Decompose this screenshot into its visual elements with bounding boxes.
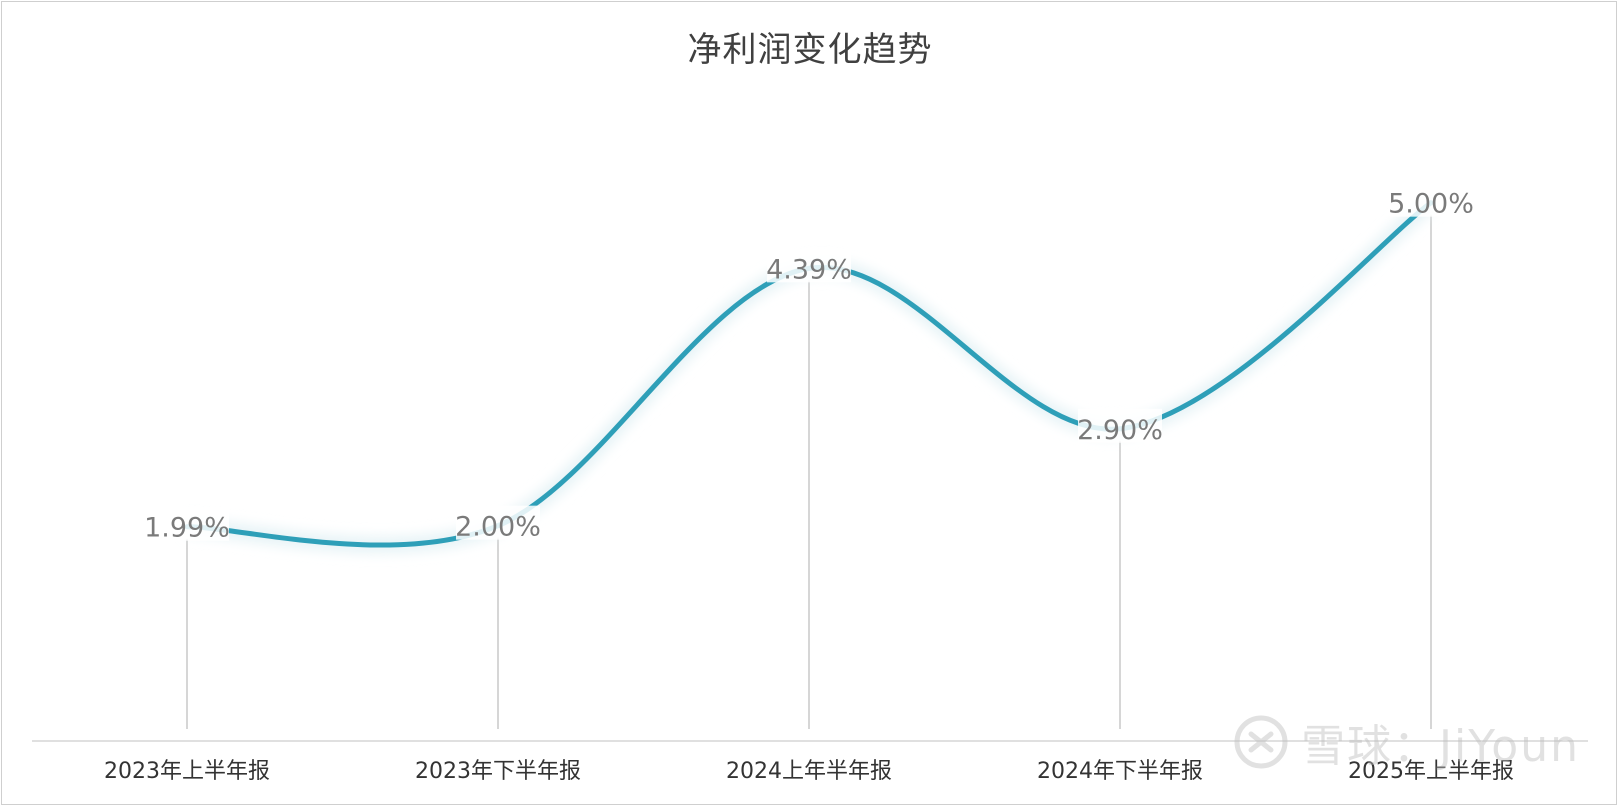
x-tick-label: 2024年下半年报 xyxy=(1037,759,1203,784)
data-label: 4.39% xyxy=(766,254,852,285)
x-tick-label: 2023年上半年报 xyxy=(104,759,270,784)
data-label: 1.99% xyxy=(144,513,230,544)
data-label-background xyxy=(456,505,540,540)
data-label-background xyxy=(1389,182,1473,217)
data-label-background xyxy=(1078,408,1162,443)
watermark: 雪球：JiYoun xyxy=(1233,712,1580,772)
data-label-background xyxy=(145,506,229,541)
watermark-text: 雪球：JiYoun xyxy=(1301,721,1580,772)
chart-title: 净利润变化趋势 xyxy=(687,30,933,70)
data-label: 2.90% xyxy=(1077,415,1163,446)
data-label: 2.00% xyxy=(455,512,541,543)
x-tick-label: 2025年上半年报 xyxy=(1348,759,1514,784)
x-tick-label: 2024上年半年报 xyxy=(726,759,892,784)
data-label-background xyxy=(767,248,851,283)
snowball-logo-icon xyxy=(1234,715,1288,769)
x-tick-label: 2023年下半年报 xyxy=(415,759,581,784)
data-label: 5.00% xyxy=(1388,189,1474,220)
